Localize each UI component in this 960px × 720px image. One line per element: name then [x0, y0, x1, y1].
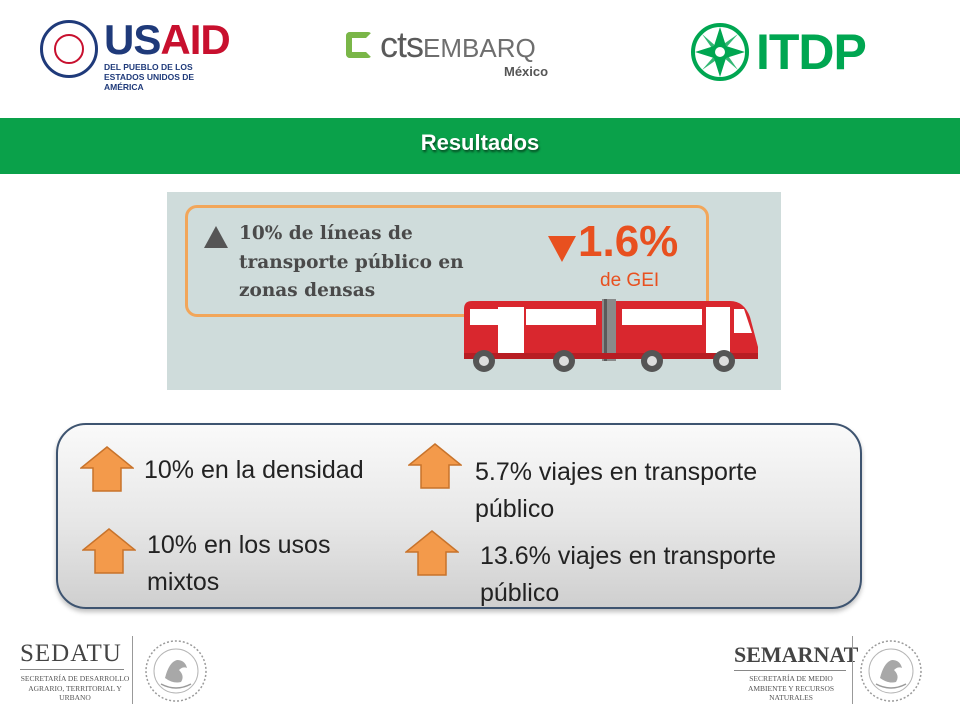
sedatu-logo: SEDATU Secretaría de Desarrollo Agrario,… — [20, 640, 130, 706]
itdp-wordmark: ITDP — [756, 24, 867, 80]
mexico-seal-icon — [860, 640, 922, 702]
semarnat-subtitle: Secretaría de Medio Ambiente y Recursos … — [747, 674, 835, 702]
itdp-logo: ITDP — [690, 22, 880, 86]
result-item: 13.6% viajes en transporte público — [480, 542, 777, 607]
triangle-up-icon — [204, 226, 228, 248]
cts-country: México — [504, 64, 549, 79]
results-panel — [56, 423, 862, 609]
divider — [852, 636, 853, 704]
mexico-seal-icon — [145, 640, 207, 702]
sedatu-subtitle: Secretaría de Desarrollo Agrario, Territ… — [20, 674, 130, 702]
usaid-wordmark: USAID — [104, 16, 231, 63]
arrow-up-icon — [80, 446, 134, 492]
banner-title: Resultados — [420, 130, 540, 155]
infographic-frame — [185, 205, 709, 317]
sedatu-name: SEDATU — [20, 640, 122, 667]
section-banner — [0, 118, 960, 174]
divider — [20, 669, 124, 670]
result-item: 10% en los usos mixtos — [147, 531, 331, 596]
infographic: 10% de líneas de transporte público en z… — [167, 192, 781, 390]
semarnat-logo: SEMARNAT Secretaría de Medio Ambiente y … — [726, 640, 858, 706]
divider — [734, 670, 846, 671]
reduction-value: 1.6% — [578, 217, 679, 266]
arrow-up-icon — [82, 528, 136, 574]
usaid-subtitle: DEL PUEBLO DE LOS ESTADOS UNIDOS DE AMÉR… — [104, 62, 195, 92]
triangle-down-icon — [548, 236, 576, 262]
cts-wordmark: ctsEMBARQ — [380, 24, 536, 65]
bus-icon — [464, 299, 758, 372]
result-item: 5.7% viajes en transporte público — [475, 458, 758, 523]
usaid-seal-icon — [40, 20, 98, 78]
cts-embarq-logo: ctsEMBARQ México — [346, 26, 561, 82]
arrow-up-icon — [408, 443, 462, 489]
result-item: 10% en la densidad — [144, 456, 364, 484]
divider — [132, 636, 133, 704]
semarnat-name: SEMARNAT — [734, 642, 859, 667]
infographic-statement: 10% de líneas de transporte público en z… — [239, 223, 464, 301]
cts-mark-icon — [346, 32, 372, 58]
reduction-label: de GEI — [600, 270, 660, 291]
itdp-star-icon — [691, 23, 749, 81]
arrow-up-icon — [405, 530, 459, 576]
usaid-logo: USAID DEL PUEBLO DE LOS ESTADOS UNIDOS D… — [40, 16, 231, 92]
